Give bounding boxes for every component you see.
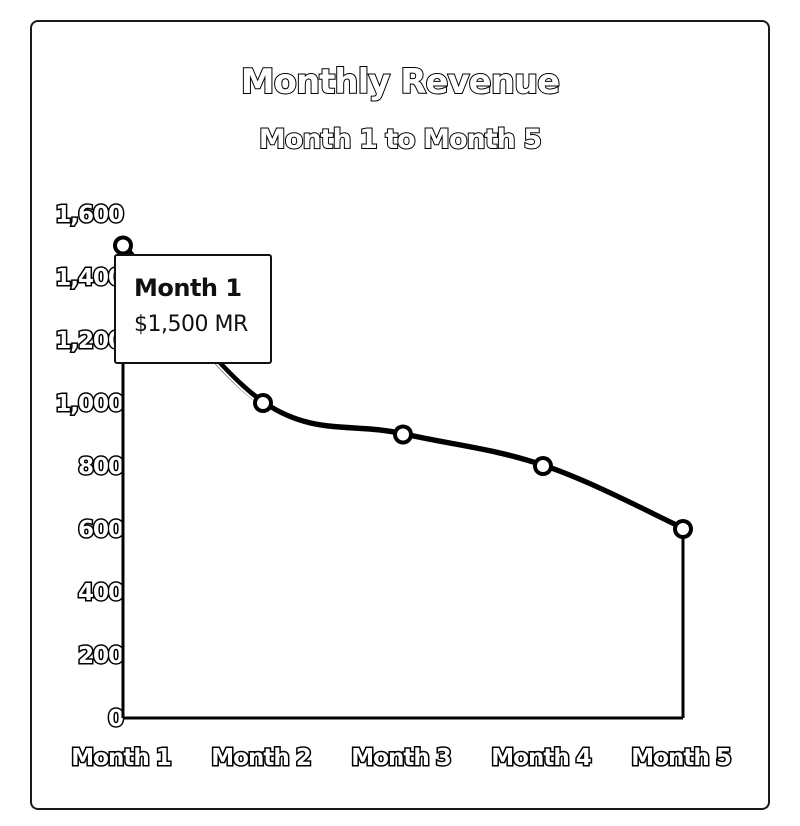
data-point[interactable] (257, 397, 269, 409)
data-point[interactable] (537, 460, 549, 472)
data-point[interactable] (397, 428, 409, 441)
y-tick-label: 600 (78, 517, 123, 543)
tooltip-title: Month 1 (134, 274, 242, 302)
y-tick-label: 1,600 (55, 202, 123, 228)
x-axis: Month 1 Month 2 Month 3 Month 4 Month 5 (70, 744, 733, 773)
y-tick-label: 1,000 (55, 391, 123, 417)
y-tick-label: 800 (78, 454, 123, 480)
y-axis: 0 200 400 600 800 1,000 1,200 1,400 1,600 (54, 201, 126, 734)
y-tick-label: 0 (108, 706, 123, 732)
chart-card (30, 20, 770, 810)
x-tick-label: Month 4 (491, 745, 590, 771)
y-tick-label: 400 (78, 580, 123, 606)
chart-title: Monthly Revenue (240, 61, 561, 103)
x-tick-label: Month 3 (351, 745, 450, 771)
y-tick-label: 1,200 (55, 328, 123, 354)
data-point[interactable] (677, 523, 689, 535)
tooltip-value: $1,500 MR (134, 312, 248, 337)
x-tick-label: Month 1 (71, 745, 170, 771)
data-point[interactable] (117, 239, 129, 252)
y-tick-label: 1,400 (55, 265, 123, 291)
chart-subtitle: Month 1 to Month 5 (258, 123, 543, 156)
x-tick-label: Month 5 (631, 745, 730, 771)
y-tick-label: 200 (78, 643, 123, 669)
data-tooltip: Month 1 $1,500 MR (114, 254, 272, 364)
x-tick-label: Month 2 (211, 745, 310, 771)
